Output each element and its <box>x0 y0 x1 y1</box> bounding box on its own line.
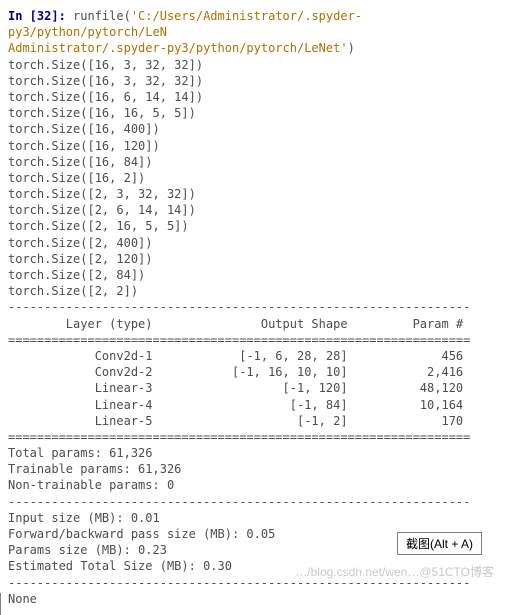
screenshot-button[interactable]: 截图(Alt + A) <box>397 532 482 555</box>
torch-size-line: torch.Size([16, 2]) <box>8 170 504 186</box>
torch-size-line: torch.Size([2, 6, 14, 14]) <box>8 202 504 218</box>
size-line: Input size (MB): 0.01 <box>8 510 504 526</box>
hr-dash: ----------------------------------------… <box>8 494 504 510</box>
none-output: None <box>8 591 504 607</box>
cursor-line <box>0 593 1 615</box>
hr-dash: ----------------------------------------… <box>8 575 504 591</box>
totals-line: Non-trainable params: 0 <box>8 477 504 493</box>
runfile-command: runfile( <box>73 9 131 23</box>
summary-row: Linear-5 [-1, 2] 170 <box>8 413 504 429</box>
console-output: In [32]: runfile('C:/Users/Administrator… <box>8 8 504 607</box>
close-paren: ) <box>348 41 355 55</box>
path-part-2: Administrator/.spyder-py3/python/pytorch… <box>8 41 348 55</box>
size-line: Estimated Total Size (MB): 0.30 <box>8 558 504 574</box>
input-prompt-line-2: Administrator/.spyder-py3/python/pytorch… <box>8 40 504 56</box>
summary-header: Layer (type) Output Shape Param # <box>8 316 504 332</box>
torch-size-line: torch.Size([2, 3, 32, 32]) <box>8 186 504 202</box>
torch-size-line: torch.Size([16, 3, 32, 32]) <box>8 57 504 73</box>
torch-size-line: torch.Size([16, 16, 5, 5]) <box>8 105 504 121</box>
torch-size-line: torch.Size([16, 84]) <box>8 154 504 170</box>
summary-row: Conv2d-2 [-1, 16, 10, 10] 2,416 <box>8 364 504 380</box>
hr-eq: ========================================… <box>8 332 504 348</box>
torch-size-line: torch.Size([2, 120]) <box>8 251 504 267</box>
torch-size-line: torch.Size([16, 120]) <box>8 138 504 154</box>
torch-size-line: torch.Size([2, 84]) <box>8 267 504 283</box>
hr-eq: ========================================… <box>8 429 504 445</box>
torch-size-line: torch.Size([2, 400]) <box>8 235 504 251</box>
torch-size-line: torch.Size([16, 3, 32, 32]) <box>8 73 504 89</box>
prompt-label: In [32]: <box>8 9 66 23</box>
torch-size-line: torch.Size([2, 16, 5, 5]) <box>8 218 504 234</box>
torch-size-line: torch.Size([16, 400]) <box>8 121 504 137</box>
summary-row: Linear-4 [-1, 84] 10,164 <box>8 397 504 413</box>
totals-line: Total params: 61,326 <box>8 445 504 461</box>
hr-dash: ----------------------------------------… <box>8 299 504 315</box>
totals-line: Trainable params: 61,326 <box>8 461 504 477</box>
input-prompt-line: In [32]: runfile('C:/Users/Administrator… <box>8 8 504 40</box>
summary-row: Conv2d-1 [-1, 6, 28, 28] 456 <box>8 348 504 364</box>
torch-size-line: torch.Size([2, 2]) <box>8 283 504 299</box>
summary-row: Linear-3 [-1, 120] 48,120 <box>8 380 504 396</box>
torch-size-line: torch.Size([16, 6, 14, 14]) <box>8 89 504 105</box>
